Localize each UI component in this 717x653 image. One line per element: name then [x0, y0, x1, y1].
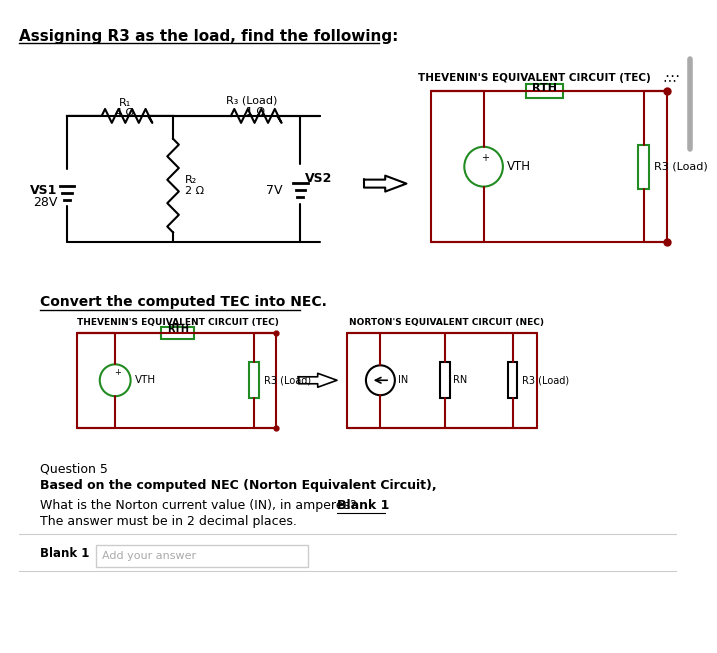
Text: Blank 1: Blank 1: [40, 547, 90, 560]
Text: Blank 1: Blank 1: [337, 500, 389, 512]
Bar: [250, 362, 259, 398]
Text: R₂
2 Ω: R₂ 2 Ω: [184, 175, 204, 197]
Text: What is the Norton current value (IN), in amperes?: What is the Norton current value (IN), i…: [40, 500, 361, 512]
Text: ⋯: ⋯: [663, 73, 676, 87]
Text: ⋯: ⋯: [664, 69, 680, 84]
Text: VTH: VTH: [507, 160, 531, 173]
Text: R₃ (Load): R₃ (Load): [227, 96, 277, 106]
Text: R₁: R₁: [119, 98, 131, 108]
Text: IN: IN: [398, 375, 408, 385]
Text: R3 (Load): R3 (Load): [522, 375, 569, 385]
Text: 4 Ω: 4 Ω: [115, 108, 134, 118]
Text: RTH: RTH: [167, 324, 189, 334]
Text: R3 (Load): R3 (Load): [264, 375, 311, 385]
Bar: [638, 145, 650, 189]
Text: Convert the computed TEC into NEC.: Convert the computed TEC into NEC.: [40, 295, 327, 309]
Text: Question 5: Question 5: [40, 462, 108, 475]
Text: RN: RN: [452, 375, 467, 385]
Text: RTH: RTH: [532, 83, 557, 93]
Bar: [508, 362, 518, 398]
Text: 7V: 7V: [267, 183, 283, 197]
Text: +: +: [482, 153, 490, 163]
Text: VS1: VS1: [30, 183, 57, 197]
Polygon shape: [364, 176, 407, 191]
Text: Based on the computed NEC (Norton Equivalent Circuit),: Based on the computed NEC (Norton Equiva…: [40, 479, 437, 492]
Text: VS2: VS2: [305, 172, 333, 185]
Text: +: +: [114, 368, 120, 377]
Bar: [526, 84, 563, 98]
Text: The answer must be in 2 decimal places.: The answer must be in 2 decimal places.: [40, 515, 297, 528]
Text: 28V: 28V: [33, 195, 57, 208]
Circle shape: [366, 365, 395, 395]
Text: NORTON'S EQUIVALENT CIRCUIT (NEC): NORTON'S EQUIVALENT CIRCUIT (NEC): [348, 318, 543, 327]
Text: R3 (Load): R3 (Load): [655, 162, 708, 172]
Text: VTH: VTH: [135, 375, 156, 385]
Text: Add your answer: Add your answer: [102, 551, 196, 561]
Text: THEVENIN'S EQUIVALENT CIRCUIT (TEC): THEVENIN'S EQUIVALENT CIRCUIT (TEC): [418, 73, 651, 83]
Text: THEVENIN'S EQUIVALENT CIRCUIT (TEC): THEVENIN'S EQUIVALENT CIRCUIT (TEC): [77, 318, 278, 327]
Bar: [96, 545, 308, 567]
Bar: [440, 362, 450, 398]
Bar: [161, 327, 194, 339]
Circle shape: [100, 364, 130, 396]
Polygon shape: [298, 374, 337, 387]
Text: Assigning R3 as the load, find the following:: Assigning R3 as the load, find the follo…: [19, 29, 398, 44]
Text: 1 Ω: 1 Ω: [247, 107, 265, 117]
Circle shape: [465, 147, 503, 187]
